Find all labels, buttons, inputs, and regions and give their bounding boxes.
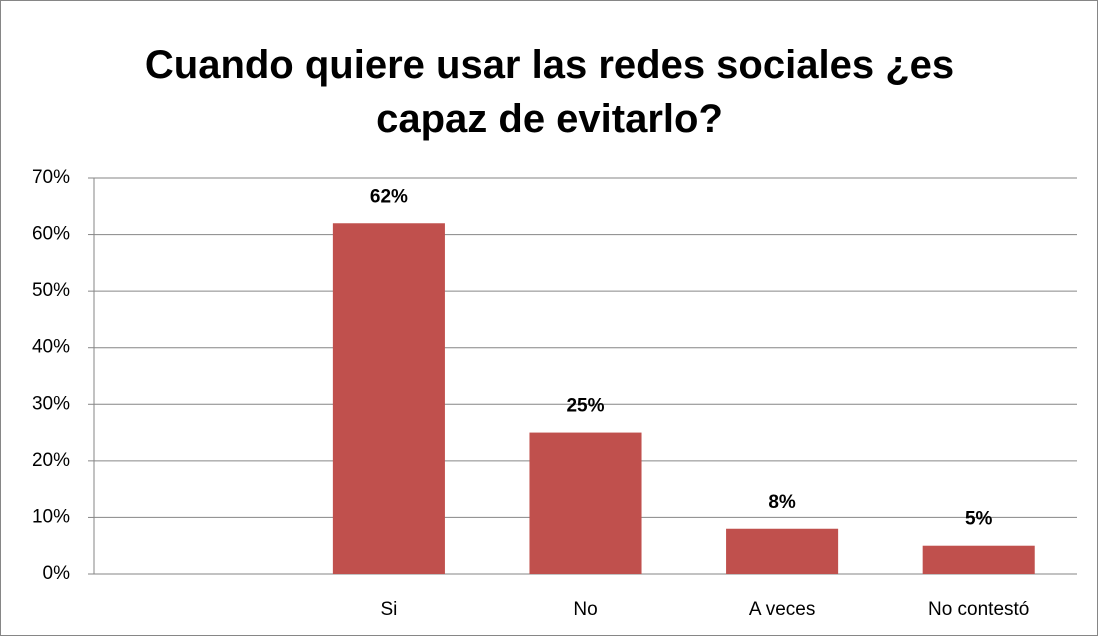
y-tick-label: 60% — [32, 224, 70, 245]
bar — [332, 223, 445, 574]
y-tick-label: 40% — [32, 337, 70, 358]
value-label: 62% — [370, 186, 408, 207]
value-label: 8% — [768, 492, 796, 513]
title-box: Cuando quiere usar las redes sociales ¿e… — [0, 38, 1099, 146]
y-tick-label: 10% — [32, 506, 70, 527]
y-tick-label: 30% — [32, 393, 70, 414]
chart-title: Cuando quiere usar las redes sociales ¿e… — [144, 43, 955, 141]
x-tick-label: Si — [380, 599, 397, 620]
x-tick-label: No — [573, 599, 597, 620]
value-label: 25% — [566, 396, 604, 417]
bar — [529, 432, 642, 574]
x-tick-label: A veces — [749, 599, 816, 620]
y-tick-label: 20% — [32, 450, 70, 471]
y-tick-label: 50% — [32, 280, 70, 301]
y-tick-label: 0% — [43, 563, 71, 584]
y-tick-label: 70% — [32, 167, 70, 188]
value-label: 5% — [965, 509, 993, 530]
x-tick-label: No contestó — [928, 599, 1029, 620]
bar — [726, 528, 839, 574]
bar — [922, 545, 1035, 574]
